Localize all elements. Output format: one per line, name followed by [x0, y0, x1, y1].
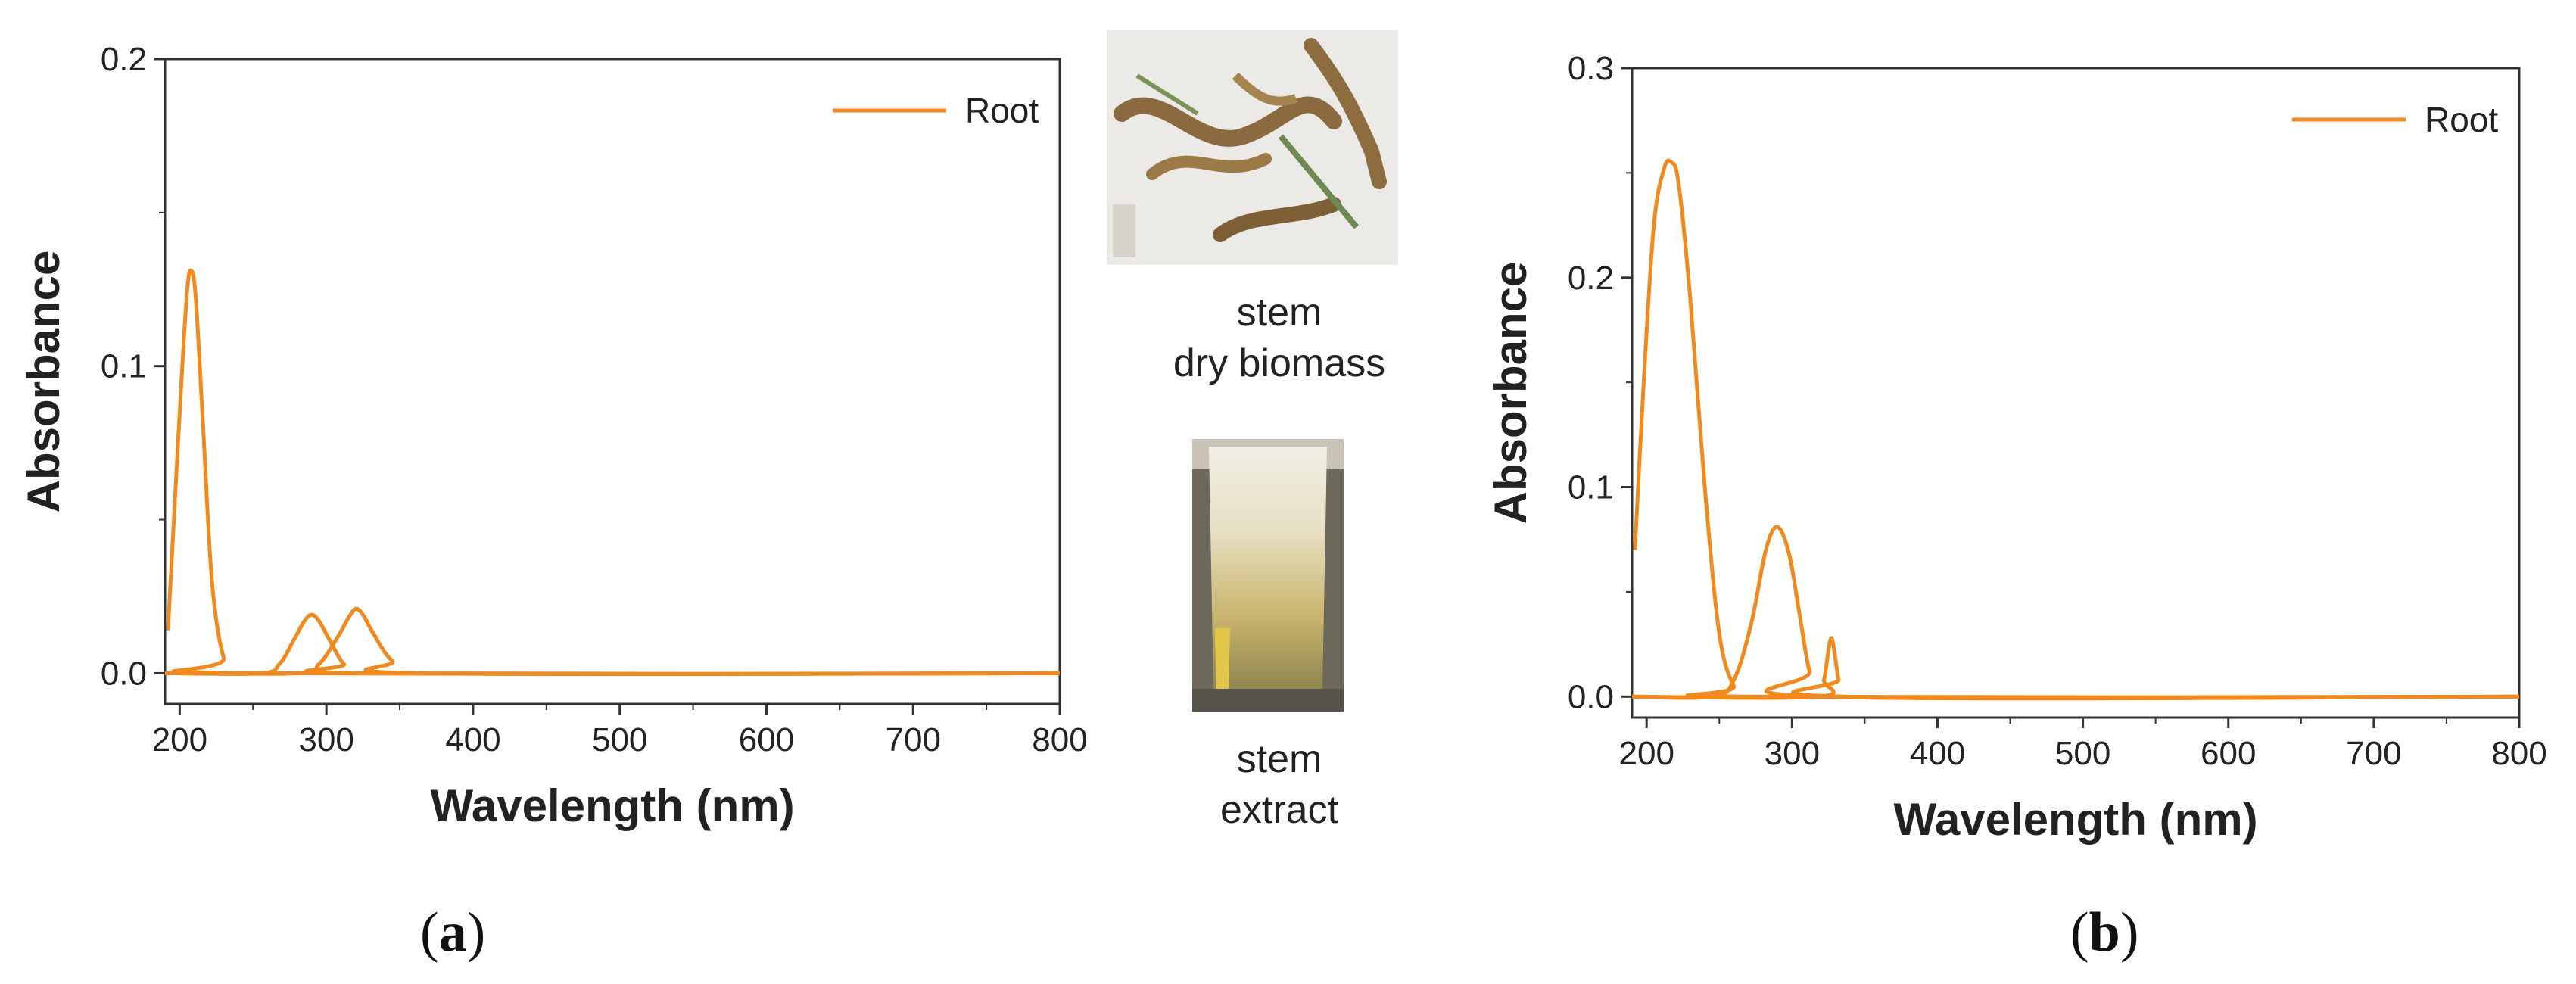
- caption-top-line1: stem: [1236, 291, 1322, 335]
- caption-bottom-line1: stem: [1236, 737, 1322, 781]
- chart-b-x-tick-label: 800: [2491, 735, 2546, 772]
- chart-a-legend-label: Root: [965, 91, 1039, 130]
- chart-b-y-axis-title: Absorbance: [1485, 262, 1536, 525]
- chart-a-x-tick-label: 500: [592, 721, 647, 758]
- stem-dry-biomass-photo: [1107, 30, 1398, 265]
- chart-b-y-tick-label: 0.3: [1568, 50, 1614, 87]
- chart-a-y-tick-label: 0.2: [101, 41, 147, 78]
- stem-extract-photo: [1192, 439, 1344, 712]
- chart-a-x-axis-title: Wavelength (nm): [430, 780, 794, 831]
- chart-panel-b: 200 300 400 500 600 700 800 0.0 0.1 0.2 0.3 Wavelen…: [1476, 0, 2576, 984]
- chart-b-y-tick-label: 0.1: [1568, 469, 1614, 506]
- panel-label-a-letter: a: [438, 901, 467, 964]
- chart-b-x-tick-label: 700: [2346, 735, 2401, 772]
- chart-a-y-tick-label: 0.1: [101, 348, 147, 385]
- chart-a-x-tick-label: 700: [886, 721, 941, 758]
- chart-a-x-tick-label: 400: [445, 721, 500, 758]
- chart-b-y-tick-label: 0.0: [1568, 678, 1614, 715]
- panel-label-b-letter: b: [2089, 901, 2120, 964]
- chart-a-series-line-0: [166, 268, 1060, 677]
- chart-b-series-line-0: [1633, 158, 2519, 699]
- chart-panel-a: 200 300 400 500 600 700 800 0.0 0.1 0.2 Wavelength…: [0, 0, 1098, 984]
- chart-a-x-tick-label: 300: [298, 721, 354, 758]
- chart-b-y-tick-label: 0.2: [1568, 260, 1614, 297]
- chart-b-series-line-1: [1632, 525, 2519, 701]
- chart-a-series-line-2: [165, 606, 1060, 677]
- chart-a-x-tick-label: 200: [152, 721, 207, 758]
- stem-dry-biomass-caption: stem dry biomass: [1090, 288, 1469, 388]
- chart-b-x-axis-title: Wavelength (nm): [1893, 794, 2257, 845]
- caption-top-line2: dry biomass: [1173, 341, 1386, 385]
- chart-a-plot-frame: [164, 58, 1061, 705]
- stem-extract-caption: stem extract: [1090, 734, 1469, 835]
- chart-b-x-tick-label: 500: [2055, 735, 2110, 772]
- chart-a-x-tick-label: 800: [1032, 721, 1087, 758]
- chart-b-series-line-2: [1632, 636, 2519, 700]
- chart-b-legend-label: Root: [2425, 100, 2498, 139]
- chart-a-series-line-1: [165, 612, 1060, 676]
- chart-b-x-tick-label: 300: [1765, 735, 1820, 772]
- chart-a-y-axis-title: Absorbance: [18, 251, 69, 513]
- chart-a: 200 300 400 500 600 700 800 0.0 0.1 0.2 Wavelength…: [18, 41, 1088, 831]
- caption-bottom-line2: extract: [1219, 787, 1339, 832]
- chart-b: 200 300 400 500 600 700 800 0.0 0.1 0.2 0.3 Wavelen…: [1485, 50, 2547, 845]
- chart-b-x-tick-label: 200: [1619, 735, 1674, 772]
- panel-label-a: (a): [420, 901, 486, 964]
- chart-b-x-tick-label: 600: [2201, 735, 2256, 772]
- chart-b-x-tick-label: 400: [1910, 735, 1965, 772]
- panel-label-b: (b): [2070, 901, 2139, 964]
- dry-biomass-image: [1107, 30, 1398, 265]
- chart-a-y-tick-label: 0.0: [101, 655, 147, 692]
- chart-b-plot-frame: [1631, 67, 2521, 719]
- chart-a-x-tick-label: 600: [739, 721, 794, 758]
- photos-column: stem dry biomass stem extract: [1098, 0, 1476, 984]
- extract-image: [1192, 439, 1344, 712]
